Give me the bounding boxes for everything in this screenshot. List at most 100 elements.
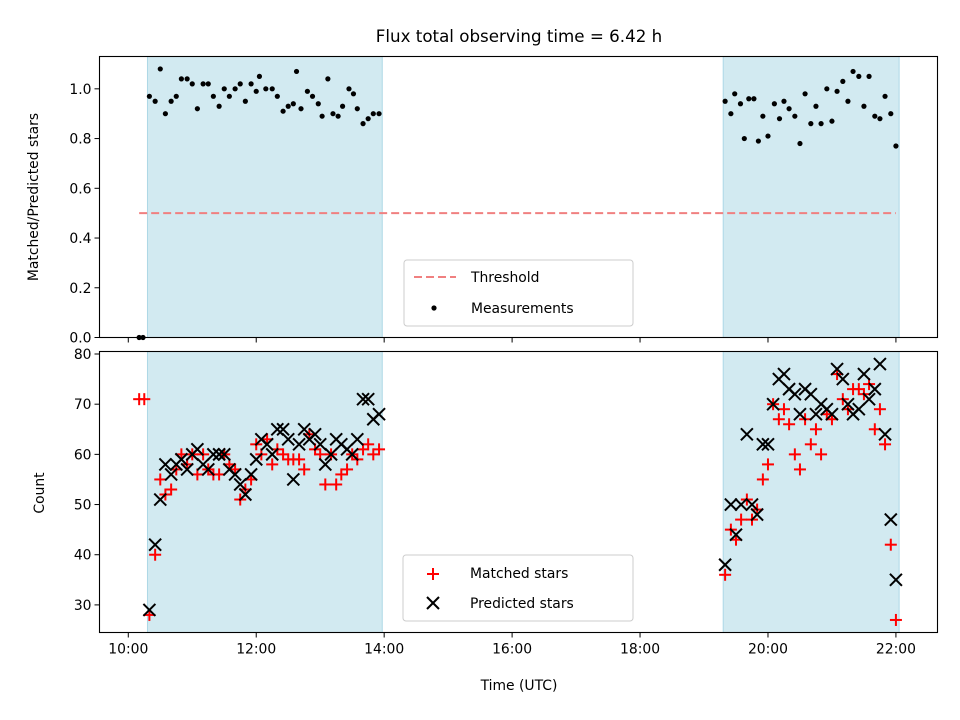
x-tick-label: 22:00 (876, 642, 916, 658)
measurement-point (325, 76, 331, 82)
predicted-star-point (718, 558, 732, 572)
predicted-star-point (164, 467, 178, 482)
predicted-star-point (740, 427, 754, 442)
predicted-star-point (153, 492, 167, 507)
predicted-star-point (804, 387, 818, 401)
measurement-point (146, 93, 152, 99)
measurement-point (274, 93, 280, 99)
predicted-star-stroke (836, 372, 850, 386)
predicted-star-point (889, 573, 903, 587)
panel-ratio: 0.0 0.2 0.4 0.6 0.8 1.0 Matched/Predicted sta… (26, 55, 939, 347)
measurement-point (256, 73, 263, 79)
predicted-star-point (249, 452, 263, 467)
measurement-point (210, 93, 216, 99)
predicted-star-stroke (793, 407, 807, 421)
matched-star-point (330, 478, 343, 491)
measurement-point (850, 68, 856, 75)
predicted-star-stroke (852, 402, 866, 416)
measurement-point (872, 113, 878, 119)
x-tick-label: 14:00 (364, 642, 404, 658)
measurement-point (797, 140, 803, 147)
matched-star-point (889, 613, 902, 626)
predicted-star-stroke (297, 422, 311, 436)
predicted-star-stroke (361, 392, 375, 406)
y-tick-label: 0.2 (69, 281, 91, 297)
y-tick-label: 0.6 (69, 181, 91, 197)
matched-star-point (804, 438, 817, 451)
predicted-star-stroke (356, 392, 370, 406)
predicted-star-stroke (270, 422, 285, 436)
matched-star-point (319, 478, 332, 491)
predicted-star-stroke (190, 442, 205, 457)
panel-counts: 30 40 50 60 70 80 10:00 12:00 14:00 16:00 18:00 20… (32, 347, 939, 694)
predicted-star-point (729, 527, 743, 542)
measurement-point (205, 81, 211, 87)
predicted-star-point (857, 367, 871, 381)
chart-title: Flux total observing time = 6.42 h (376, 26, 662, 46)
legend-matched-label: Matched stars (470, 566, 568, 582)
measurement-point (834, 88, 840, 94)
measurement-point (237, 81, 243, 87)
x-tick-label: 12:00 (236, 642, 276, 658)
predicted-star-point (286, 472, 301, 487)
measurement-point (893, 143, 899, 149)
predicted-star-point (756, 437, 770, 452)
predicted-star-point (212, 447, 226, 462)
predicted-star-point (142, 603, 157, 617)
x-tick-label: 16:00 (492, 642, 532, 658)
predicted-star-stroke (345, 447, 359, 462)
matched-star-point (362, 438, 375, 451)
measurement-point (888, 111, 894, 117)
predicted-star-stroke (164, 467, 178, 482)
y-tick-label: 60 (74, 447, 92, 463)
measurement-point (200, 81, 206, 87)
predicted-star-stroke (249, 452, 263, 467)
predicted-star-point (324, 447, 338, 462)
measurement-point (290, 101, 296, 107)
predicted-star-point (260, 437, 274, 452)
measurement-point (722, 98, 728, 104)
measurement-point (376, 111, 382, 117)
matched-star-point (852, 383, 865, 396)
predicted-star-point (350, 432, 365, 447)
predicted-star-point (265, 447, 279, 462)
predicted-star-point (297, 422, 311, 436)
predicted-star-stroke (884, 512, 898, 527)
predicted-star-point (206, 447, 221, 462)
predicted-star-point (158, 457, 173, 472)
predicted-star-stroke (350, 432, 365, 447)
measurement-point (285, 103, 291, 109)
matched-star-point (809, 423, 822, 436)
predicted-star-stroke (862, 392, 876, 406)
ratio-legend: Threshold Measurements (403, 259, 634, 327)
legend-predicted-label: Predicted stars (470, 596, 574, 612)
x-axis-label: Time (UTC) (480, 678, 558, 694)
measurement-point (184, 76, 190, 82)
matched-star-point (298, 463, 311, 476)
matched-star-point (165, 483, 178, 496)
matched-star-point (783, 418, 796, 431)
y-tick-label: 1.0 (69, 82, 91, 98)
predicted-star-stroke (756, 437, 770, 452)
predicted-star-stroke (212, 447, 226, 462)
measurement-point (818, 121, 824, 127)
predicted-star-stroke (878, 427, 892, 442)
measurement-point (242, 98, 248, 104)
x-tick-label: 20:00 (748, 642, 788, 658)
measurement-point (746, 96, 752, 102)
measurement-point (226, 93, 232, 99)
predicted-star-point (233, 477, 247, 492)
matched-star-point (884, 538, 897, 551)
predicted-star-point (852, 402, 866, 416)
predicted-star-stroke (830, 362, 844, 376)
y-tick-label: 70 (74, 397, 92, 413)
predicted-star-stroke (724, 497, 738, 512)
predicted-star-point (217, 447, 231, 462)
measurement-point (178, 76, 184, 82)
predicted-star-stroke (868, 382, 882, 396)
predicted-star-point (238, 487, 253, 502)
predicted-star-stroke (233, 477, 247, 492)
measurement-point (755, 138, 761, 144)
matched-star-point (293, 453, 306, 466)
x-tick-label: 10:00 (108, 642, 148, 658)
